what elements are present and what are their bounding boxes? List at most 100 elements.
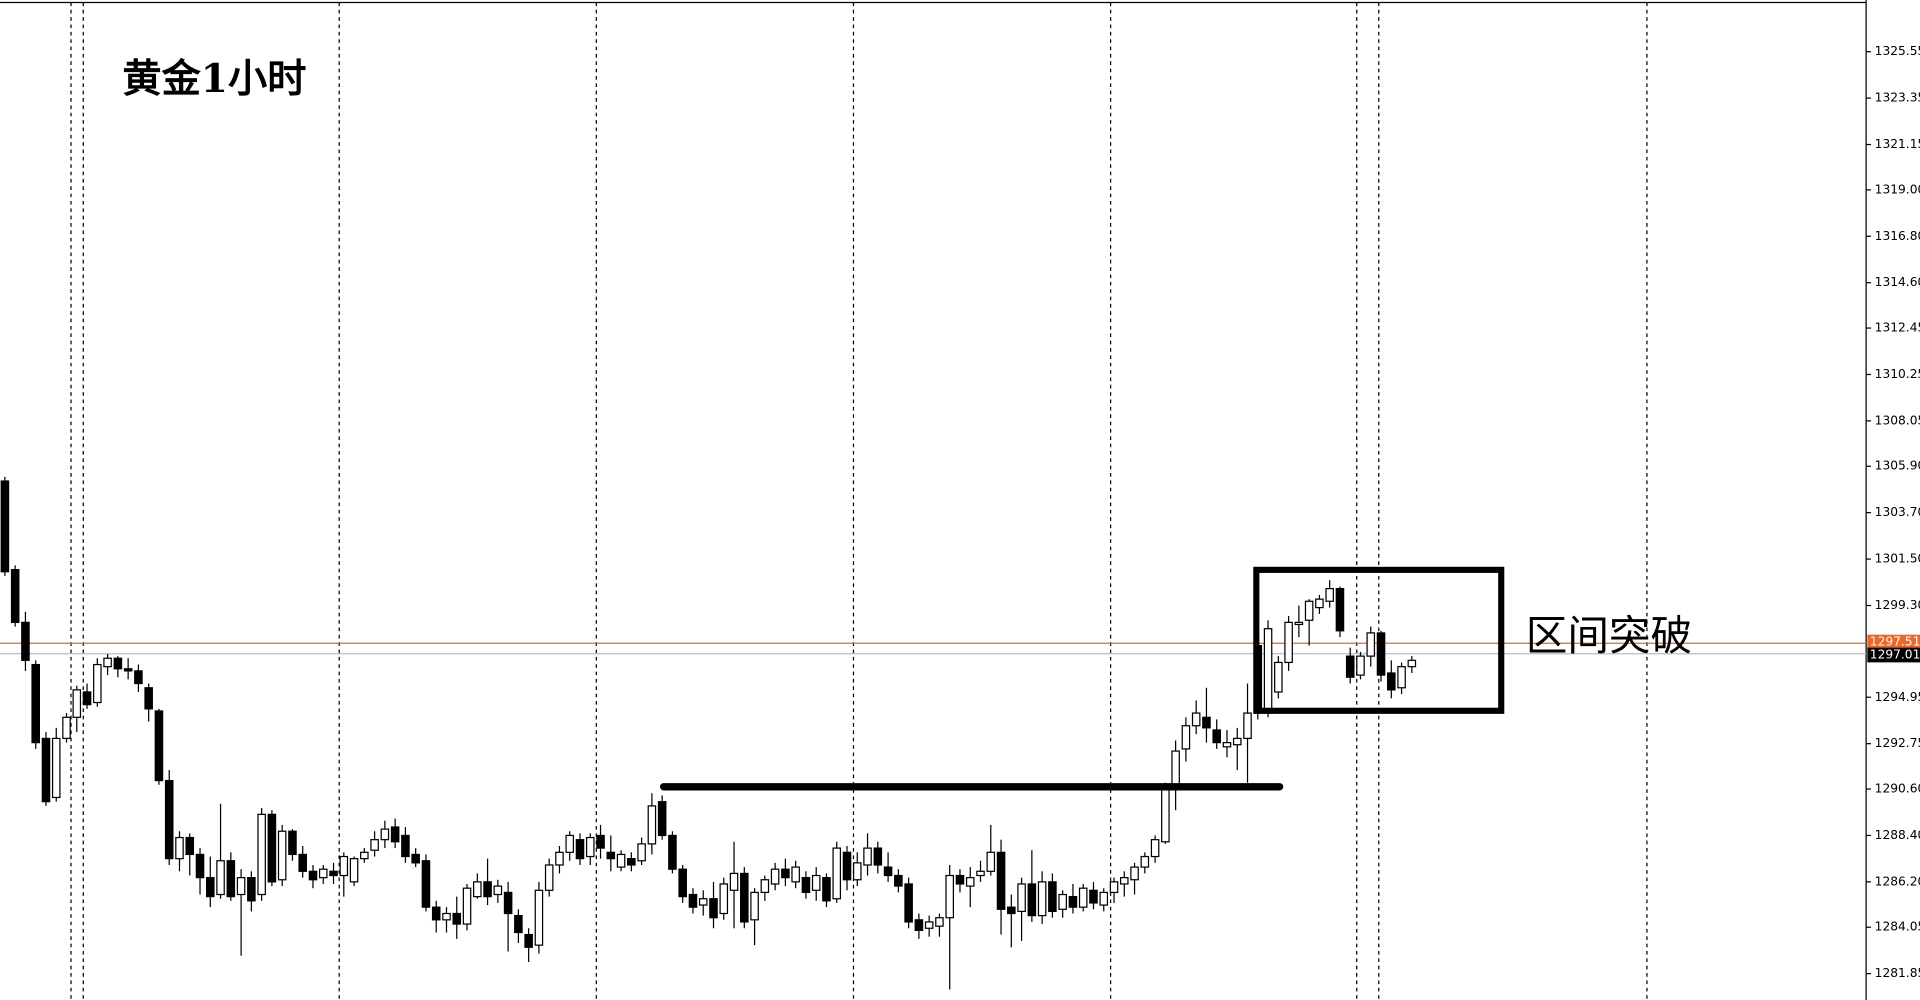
candle-body: [852, 862, 862, 881]
candle-body: [339, 855, 349, 877]
y-axis: 1325.55 1323.35 1321.15 1319.00 1316.80 1314.…: [1866, 44, 1920, 980]
candle-body: [154, 710, 164, 782]
candle-body: [534, 889, 544, 946]
y-tick-label: 1316.80: [1875, 229, 1920, 243]
candle-body: [1120, 877, 1129, 885]
candle-body: [924, 921, 934, 929]
candle-body: [637, 843, 646, 862]
candle-body: [185, 836, 195, 856]
candle-body: [544, 864, 554, 891]
candle-body: [1130, 866, 1139, 881]
candle-body: [473, 881, 482, 898]
candle-body: [1222, 742, 1232, 748]
y-tick-label: 1281.85: [1875, 966, 1920, 980]
candle-body: [1387, 672, 1396, 691]
separators: [70, 2, 1648, 1000]
candle-body: [360, 851, 369, 860]
candle-body: [1048, 881, 1057, 913]
candle-body: [514, 914, 523, 934]
candle-body: [1263, 628, 1273, 714]
candle-body: [811, 874, 821, 891]
y-tick-label: 1308.05: [1875, 413, 1920, 427]
candle-body: [1171, 750, 1180, 788]
candle-body: [134, 670, 143, 685]
candle-body: [411, 853, 420, 864]
candle-body: [1007, 906, 1016, 915]
candle-body: [842, 851, 852, 881]
candle-body: [51, 737, 61, 799]
candle-body: [575, 839, 585, 860]
candle-body: [1325, 587, 1334, 602]
candle-body: [740, 872, 749, 923]
candle-body: [1058, 893, 1067, 910]
candle-body: [1150, 839, 1160, 858]
candle-body: [719, 883, 729, 915]
candle-body: [801, 877, 811, 894]
candle-body: [329, 870, 338, 877]
candle-body: [0, 480, 10, 573]
y-tick-label: 1286.20: [1875, 874, 1920, 888]
candle-body: [72, 689, 82, 718]
candle-body: [729, 872, 739, 891]
candle-body: [1191, 712, 1201, 727]
candle-body: [247, 877, 256, 902]
candle-body: [113, 657, 123, 670]
candle-body: [216, 860, 225, 896]
candle-body: [1315, 598, 1324, 609]
candle-body: [986, 851, 996, 872]
candle-body: [93, 663, 102, 704]
candle-body: [123, 668, 133, 672]
candle-body: [380, 828, 390, 841]
price-label-box: [1867, 647, 1920, 663]
candle-body: [1078, 887, 1088, 908]
y-tick-label: 1290.60: [1875, 782, 1920, 796]
candle-body: [770, 868, 780, 885]
range-box: [1253, 566, 1505, 714]
candle-body: [1232, 737, 1242, 746]
candle-body: [10, 569, 20, 623]
candle-body: [390, 826, 400, 843]
candle-body: [678, 868, 687, 898]
candle-body: [668, 834, 677, 870]
candle-body: [945, 874, 954, 919]
y-tick-label: 1325.55: [1875, 44, 1920, 58]
candle-body: [31, 663, 40, 744]
candle-body: [175, 836, 184, 860]
candle-body: [606, 851, 616, 860]
y-tick-label: 1303.70: [1875, 505, 1920, 519]
candle-body: [596, 834, 605, 849]
y-tick-label: 1305.90: [1875, 459, 1920, 473]
candle-body: [883, 866, 893, 877]
price-label: 1297.01: [1870, 648, 1920, 662]
candle-body: [462, 887, 472, 925]
candle-body: [226, 860, 236, 898]
candle-body: [976, 870, 985, 877]
candle-body: [195, 853, 205, 879]
price-label: 1297.51: [1870, 635, 1920, 649]
candle-body: [21, 621, 30, 661]
candle-body: [1304, 600, 1314, 621]
candle-body: [503, 891, 513, 915]
candle-body: [822, 877, 831, 902]
candle-body: [1017, 883, 1026, 913]
candle-body: [1202, 716, 1211, 729]
candle-body: [1109, 881, 1119, 894]
candle-body: [370, 839, 379, 851]
candle-body: [1099, 891, 1109, 906]
candle-body: [873, 847, 883, 866]
candle-body: [1294, 621, 1304, 626]
candle-body: [616, 853, 626, 868]
chart-title: 黄金1小时: [122, 56, 306, 102]
candle-body: [657, 801, 667, 837]
candles: [0, 476, 1417, 990]
candle-body: [1037, 881, 1047, 917]
y-tick-label: 1312.45: [1875, 321, 1920, 335]
annotation: 区间突破: [1526, 611, 1692, 660]
candle-body: [750, 891, 759, 921]
candle-body: [257, 813, 266, 896]
candle-body: [1212, 729, 1221, 744]
price-lines: [0, 642, 1867, 655]
candle-body: [288, 830, 297, 856]
